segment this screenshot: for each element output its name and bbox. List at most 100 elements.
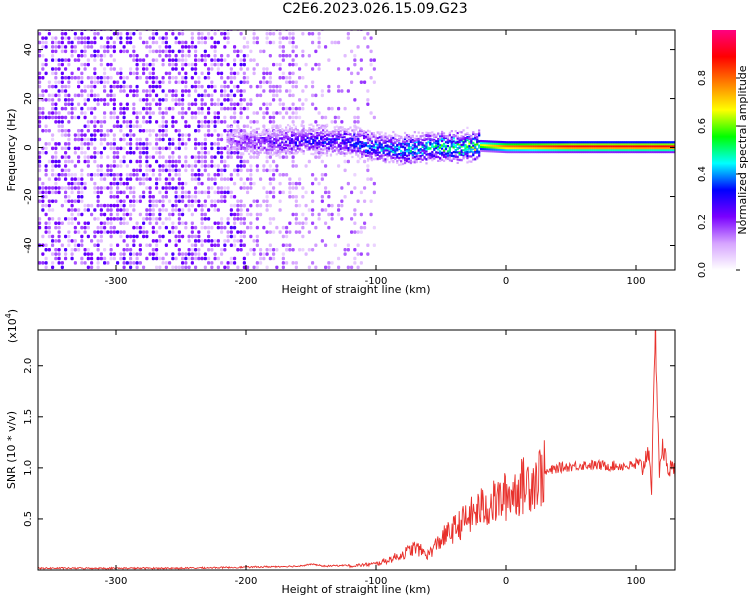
spectrogram-ridge-cell <box>300 135 303 139</box>
spectrogram-ridge-cell <box>628 141 631 144</box>
spectrogram-cell <box>223 190 227 195</box>
spectrogram-cell <box>171 142 175 146</box>
spectrogram-cell <box>54 40 58 45</box>
spectrogram-cell <box>226 261 230 265</box>
spectrogram-cell <box>294 84 298 89</box>
spectrogram-cell <box>70 212 74 217</box>
spectrogram-ridge-cell <box>546 145 549 148</box>
spectrogram-cell <box>281 76 285 80</box>
spectrogram-ridge-cell <box>337 133 340 136</box>
spectrogram-cell <box>38 54 42 58</box>
spectrogram-cell <box>132 71 136 76</box>
spectrogram-cell <box>99 186 103 190</box>
spectrogram-ridge-cell <box>290 127 294 130</box>
spectrogram-cell <box>148 49 152 54</box>
spectrogram-cell <box>73 243 77 248</box>
spectrogram-cell <box>125 31 129 36</box>
spectrogram-ridge-cell <box>444 145 448 148</box>
spectrogram-cell <box>96 203 100 208</box>
spectrogram-cell <box>168 54 172 58</box>
spectrogram-cell <box>177 217 181 221</box>
spectrogram-cell <box>213 177 217 181</box>
spectrogram-ridge-cell <box>520 141 524 144</box>
spectrogram-cell <box>252 181 256 186</box>
spectrogram-cell <box>67 30 71 32</box>
spectrogram-cell <box>148 164 152 168</box>
spectrogram-cell <box>350 49 354 54</box>
spectrogram-cell <box>80 93 84 98</box>
spectrogram-ridge-cell <box>663 147 666 150</box>
spectrogram-ridge-cell <box>236 131 239 134</box>
spectrogram-cell <box>151 256 155 261</box>
spectrogram-cell <box>233 181 237 186</box>
spectrogram-ridge-cell <box>292 152 295 155</box>
spectrogram-ridge-cell <box>575 141 578 144</box>
spectrogram-ridge-cell <box>657 149 660 152</box>
spectrogram-cell <box>109 181 113 186</box>
spectrogram-x-tick-label: -200 <box>235 276 258 287</box>
spectrogram-cell <box>200 150 204 155</box>
spectrogram-ridge-cell <box>390 145 393 148</box>
spectrogram-cell <box>181 54 185 58</box>
spectrogram-cell <box>337 115 341 120</box>
spectrogram-cell <box>220 190 224 195</box>
spectrogram-ridge-cell <box>454 130 457 133</box>
spectrogram-ridge-cell <box>634 149 637 152</box>
spectrogram-ridge-cell <box>322 148 325 151</box>
spectrogram-cell <box>132 54 136 58</box>
spectrogram-cell <box>210 133 214 137</box>
spectrogram-ridge-cell <box>242 147 245 150</box>
spectrogram-cell <box>203 203 207 208</box>
spectrogram-cell <box>122 137 126 142</box>
spectrogram-ridge-cell <box>454 149 457 152</box>
spectrogram-ridge-cell <box>329 153 333 156</box>
spectrogram-cell <box>291 45 295 49</box>
spectrogram-cell <box>112 256 116 261</box>
spectrogram-cell <box>171 93 175 98</box>
spectrogram-cell <box>320 173 324 177</box>
spectrogram-ridge-cell <box>425 138 428 141</box>
spectrogram-cell <box>38 190 42 195</box>
spectrogram-cell <box>142 115 146 120</box>
spectrogram-cell <box>174 173 178 177</box>
spectrogram-cell <box>327 203 331 208</box>
spectrogram-cell <box>197 128 201 133</box>
spectrogram-cell <box>288 62 292 67</box>
spectrogram-cell <box>265 159 269 164</box>
spectrogram-cell <box>116 195 120 199</box>
spectrogram-cell <box>80 36 84 40</box>
spectrogram-ridge-cell <box>491 140 494 143</box>
spectrogram-cell <box>96 168 100 173</box>
spectrogram-ridge-cell <box>651 150 654 154</box>
spectrogram-ridge-cell <box>446 150 450 153</box>
spectrogram-cell <box>278 54 282 58</box>
spectrogram-ridge-cell <box>468 137 471 140</box>
spectrogram-cell <box>90 256 94 261</box>
spectrogram-cell <box>90 84 94 89</box>
spectrogram-cell <box>38 124 42 129</box>
spectrogram-cell <box>158 212 162 217</box>
spectrogram-cell <box>207 234 211 239</box>
spectrogram-ridge-cell <box>485 150 489 153</box>
spectrogram-ridge-cell <box>464 153 467 156</box>
spectrogram-cell <box>226 217 230 221</box>
spectrogram-cell <box>116 208 120 212</box>
spectrogram-ridge-cell <box>251 145 255 148</box>
spectrogram-cell <box>220 106 224 111</box>
spectrogram-ridge-cell <box>238 127 241 130</box>
spectrogram-ridge-cell <box>288 141 292 145</box>
spectrogram-ridge-cell <box>378 155 381 158</box>
spectrogram-ridge-cell <box>251 139 255 143</box>
spectrogram-ridge-cell <box>480 145 483 149</box>
spectrogram-ridge-cell <box>298 141 301 144</box>
spectrogram-ridge-cell <box>669 145 672 148</box>
spectrogram-x-axis-label: Height of straight line (km) <box>281 283 430 296</box>
spectrogram-ridge-cell <box>454 151 457 154</box>
spectrogram-cell <box>148 89 152 93</box>
spectrogram-cell <box>171 49 175 54</box>
spectrogram-ridge-cell <box>407 154 411 157</box>
spectrogram-ridge-cell <box>464 133 467 136</box>
spectrogram-cell <box>164 93 168 98</box>
spectrogram-ridge-cell <box>238 143 241 146</box>
spectrogram-cell <box>41 190 45 195</box>
